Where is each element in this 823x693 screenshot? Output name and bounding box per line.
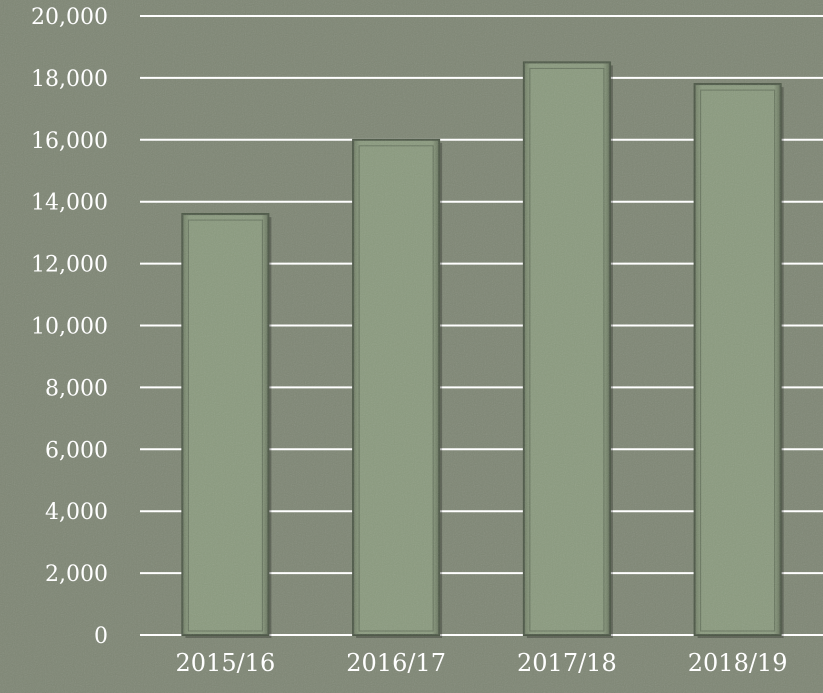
x-tick-label: 2018/19 [688,649,788,677]
y-tick-label: 14,000 [31,191,108,216]
y-tick-label: 20,000 [31,5,108,30]
x-tick-label: 2016/17 [346,649,446,677]
y-tick-label: 10,000 [31,315,108,340]
y-tick-label: 16,000 [31,129,108,154]
x-axis: 2015/16 2016/17 2017/18 2018/19 [176,649,788,677]
y-axis: 0 2,000 4,000 6,000 8,000 10,000 12,000 14,000 1… [31,5,108,649]
bar-texture [353,139,440,636]
y-tick-label: 0 [94,624,108,649]
bar-group-2015/16 [181,213,272,638]
y-tick-label: 12,000 [31,253,108,278]
y-tick-label: 2,000 [45,562,108,587]
bar-texture [182,214,269,635]
y-tick-label: 6,000 [45,438,108,463]
y-tick-label: 18,000 [31,67,108,92]
x-tick-label: 2017/18 [517,649,617,677]
bar-group-2016/17 [352,138,443,639]
y-tick-label: 8,000 [45,376,108,401]
x-tick-label: 2015/16 [176,649,276,677]
bars [181,61,784,639]
bar-texture [694,84,781,636]
y-tick-label: 4,000 [45,500,108,525]
bar-group-2017/18 [522,61,613,639]
bar-texture [523,62,610,636]
bar-group-2018/19 [693,83,784,639]
